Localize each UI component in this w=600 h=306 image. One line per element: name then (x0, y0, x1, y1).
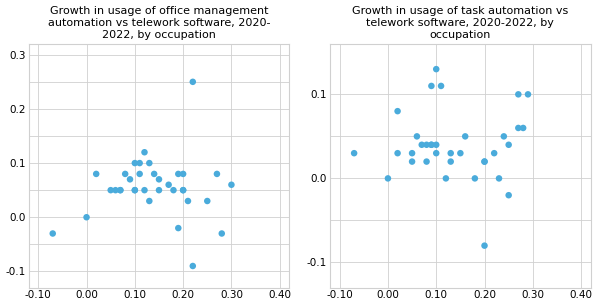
Point (154, 177, 164, 182)
Point (480, 243, 490, 248)
Point (169, 188, 178, 192)
Point (106, 188, 115, 192)
Point (523, 92, 533, 97)
Point (154, 188, 164, 192)
Point (164, 182, 173, 187)
Point (188, 263, 197, 268)
Point (422, 159, 431, 164)
Point (91, 171, 101, 176)
Point (111, 188, 121, 192)
Point (116, 188, 125, 192)
Point (431, 142, 441, 147)
Point (130, 188, 140, 192)
Point (393, 109, 403, 114)
Point (349, 151, 359, 156)
Point (417, 142, 427, 147)
Point (518, 125, 528, 130)
Point (130, 188, 140, 192)
Point (407, 159, 417, 164)
Point (217, 231, 227, 236)
Point (173, 226, 183, 230)
Point (407, 151, 417, 156)
Point (188, 79, 197, 84)
Title: Growth in usage of office management
automation vs telework software, 2020-
2022: Growth in usage of office management aut… (48, 6, 270, 40)
Point (470, 176, 479, 181)
Point (183, 199, 193, 203)
Point (514, 92, 523, 97)
Point (446, 159, 455, 164)
Point (431, 151, 441, 156)
Point (427, 84, 436, 88)
Point (480, 159, 490, 164)
Point (393, 151, 403, 156)
Point (480, 159, 490, 164)
Point (446, 151, 455, 156)
Point (427, 142, 436, 147)
Point (135, 161, 145, 166)
Point (178, 171, 188, 176)
Point (140, 150, 149, 155)
Point (504, 193, 514, 198)
Point (82, 215, 91, 220)
Point (149, 171, 159, 176)
Point (125, 177, 135, 182)
Point (499, 134, 509, 139)
Point (460, 134, 470, 139)
Point (490, 151, 499, 156)
Point (48, 231, 58, 236)
Point (431, 67, 441, 72)
Point (202, 199, 212, 203)
Point (441, 176, 451, 181)
Point (212, 171, 222, 176)
Point (130, 161, 140, 166)
Point (178, 188, 188, 192)
Title: Growth in usage of task automation vs
telework software, 2020-2022, by
occupatio: Growth in usage of task automation vs te… (352, 6, 568, 40)
Point (383, 176, 393, 181)
Point (173, 171, 183, 176)
Point (145, 161, 154, 166)
Point (422, 142, 431, 147)
Point (135, 171, 145, 176)
Point (514, 125, 523, 130)
Point (116, 188, 125, 192)
Point (494, 176, 504, 181)
Point (427, 142, 436, 147)
Point (178, 188, 188, 192)
Point (227, 182, 236, 187)
Point (412, 134, 422, 139)
Point (121, 171, 130, 176)
Point (140, 188, 149, 192)
Point (145, 199, 154, 203)
Point (455, 151, 465, 156)
Point (504, 142, 514, 147)
Point (436, 84, 446, 88)
